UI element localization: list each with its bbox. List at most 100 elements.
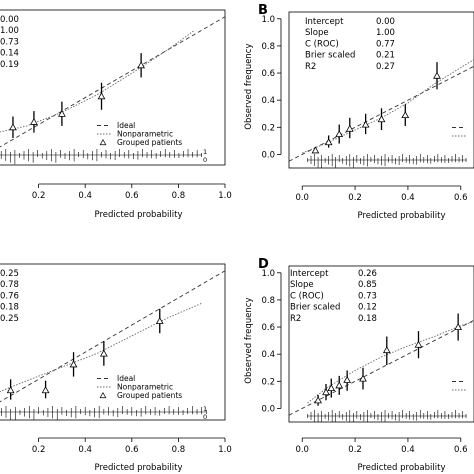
plot-frame (0, 263, 226, 421)
grouped-patient-marker (361, 120, 370, 128)
rug-plot (0, 406, 207, 420)
grouped-point (377, 108, 386, 131)
y-tick-label: 0.0 (261, 404, 275, 414)
x-tick-label: 1.0 (218, 445, 232, 455)
grouped-point (30, 111, 38, 133)
y-tick-label: 0.2 (261, 123, 275, 133)
nonparametric-line (0, 29, 195, 133)
stats-label: Brier scaled (290, 303, 340, 313)
legend-label: Grouped patients (117, 138, 182, 147)
y-tick-label: 0.4 (261, 96, 275, 106)
rug-plot (307, 154, 467, 168)
grouped-patient-marker (137, 61, 145, 69)
grouped-patient-marker (327, 384, 336, 392)
nonparametric-line (0, 302, 202, 393)
calibration-panel-c: 0.2 0.4 0.6 0.8 1.0 Predicted probability 10 0.… (0, 263, 232, 473)
stats-value: 1.00 (376, 28, 395, 38)
y-tick-label: 0.6 (261, 323, 275, 333)
stats-value: 0.27 (376, 62, 395, 72)
grouped-patient-marker (382, 346, 391, 354)
grouped-patient-marker (9, 123, 17, 131)
plot-area (289, 59, 474, 168)
grouped-point (137, 53, 145, 78)
rug-label-event: 1 (203, 148, 207, 156)
grouped-point (97, 82, 106, 110)
calibration-panel-a: 0.2 0.4 0.6 0.8 1.0 Predicted probability 10 0.… (0, 9, 232, 220)
grouped-patient-marker (97, 92, 106, 100)
stats-label: C (ROC) (290, 291, 324, 301)
grouped-point (454, 313, 463, 341)
grouped-point (314, 394, 322, 406)
x-tick-label: 0.4 (401, 445, 415, 455)
stats-value: 0.73 (0, 37, 19, 47)
x-tick-label: 0.4 (78, 191, 92, 201)
x-axis-title: Predicted probability (95, 463, 183, 473)
stats-value: 0.00 (376, 17, 395, 27)
legend-label: Grouped patients (117, 391, 182, 400)
grouped-patient-marker (345, 124, 354, 132)
legend-label: Nonparametric (117, 130, 173, 139)
rug-label-nonevent: 0 (203, 413, 207, 421)
y-tick-label: 0.8 (261, 42, 275, 52)
legend-grouped-swatch (99, 391, 107, 399)
grouped-point (41, 380, 50, 399)
grouped-patient-marker (359, 374, 367, 382)
x-tick-label: 0.2 (32, 191, 46, 201)
stats-value: 0.18 (358, 314, 377, 324)
plot-frame (0, 9, 226, 166)
stats-value: 0.12 (358, 303, 377, 313)
legend (452, 127, 466, 137)
y-tick-label: 0.4 (261, 350, 275, 360)
grouped-point (345, 117, 354, 139)
plot-frame (288, 265, 474, 423)
grouped-point (382, 336, 391, 366)
stats-label: Slope (305, 28, 329, 38)
x-tick-label: 1.0 (218, 191, 232, 201)
x-tick-label: 0.4 (78, 445, 92, 455)
grouped-point (359, 367, 367, 390)
calibration-panel-b: B 0.0 0.2 0.4 0.6 Predicted probability 0.0 0.2… (244, 3, 474, 221)
grouped-patient-marker (377, 115, 386, 123)
x-tick-label: 0.2 (32, 445, 46, 455)
ideal-line (0, 16, 225, 148)
grouped-patient-marker (335, 130, 344, 138)
legend-label: Ideal (117, 374, 135, 383)
x-axis-title: Predicted probability (358, 211, 446, 221)
x-axis-title: Predicted probability (358, 463, 446, 473)
grouped-point (335, 124, 344, 144)
plot-area (0, 270, 225, 420)
grouped-point (311, 146, 320, 154)
stats-label: Slope (290, 280, 314, 290)
y-tick-label: 0.8 (261, 296, 275, 306)
legend-grouped-swatch (99, 138, 107, 146)
grouped-patient-marker (155, 316, 164, 324)
grouped-point (6, 379, 15, 400)
stats-label: Intercept (290, 269, 329, 279)
x-tick-label: 0.8 (172, 191, 186, 201)
stats-label: R2 (290, 314, 301, 324)
grouped-point (401, 104, 410, 126)
y-axis-title: Observed frequency (244, 297, 254, 383)
stats-value: 1.00 (0, 26, 19, 36)
plot-area (289, 313, 474, 422)
grouped-patient-marker (314, 396, 322, 404)
y-tick-label: 1.0 (261, 269, 275, 279)
plot-area (0, 16, 225, 165)
rug-label-nonevent: 0 (203, 156, 207, 164)
grouped-patient-marker (414, 340, 423, 348)
x-tick-label: 0.6 (454, 445, 468, 455)
grouped-patient-marker (99, 349, 108, 357)
rug-label-event: 1 (203, 405, 207, 413)
stats-value: 0.73 (358, 291, 377, 301)
nonparametric-line (302, 59, 474, 154)
grouped-patient-marker (58, 109, 66, 117)
stats-label: R2 (305, 62, 316, 72)
grouped-point (433, 62, 441, 90)
grouped-point (99, 341, 108, 366)
grouped-patient-marker (454, 323, 463, 331)
grouped-point (414, 331, 423, 359)
stats-label: C (ROC) (305, 39, 339, 49)
stats-label: Brier scaled (305, 51, 355, 61)
